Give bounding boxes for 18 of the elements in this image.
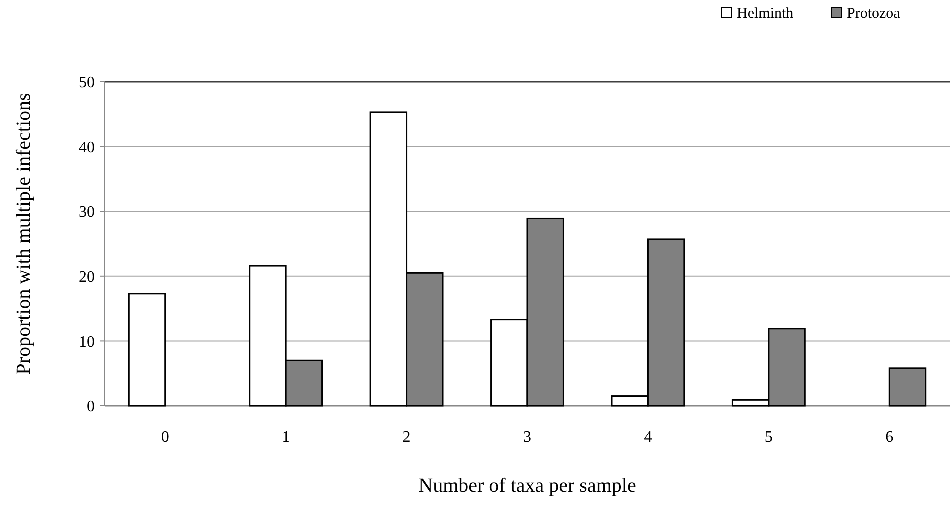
y-tick-label: 10 (79, 334, 95, 351)
x-tick-label: 5 (764, 429, 773, 446)
y-tick-label: 0 (87, 398, 95, 416)
x-tick-label: 2 (402, 429, 411, 446)
x-tick-label: 3 (524, 429, 532, 446)
y-tick-label: 30 (79, 204, 95, 222)
x-tick-label: 4 (644, 429, 652, 446)
y-axis-title: Proportion with multiple infections (13, 92, 35, 375)
bar (128, 293, 166, 407)
x-tick-label: 6 (886, 429, 894, 446)
legend-label: Helminth (737, 6, 794, 22)
legend-label: Protozoa (847, 6, 901, 22)
y-tick-label: 50 (79, 74, 95, 92)
y-tick-label: 40 (79, 139, 95, 156)
x-tick-label: 1 (282, 429, 290, 446)
x-axis-title: Number of taxa per sample (418, 475, 636, 497)
x-tick-label: 0 (161, 429, 170, 446)
y-tick-label: 20 (79, 269, 95, 286)
